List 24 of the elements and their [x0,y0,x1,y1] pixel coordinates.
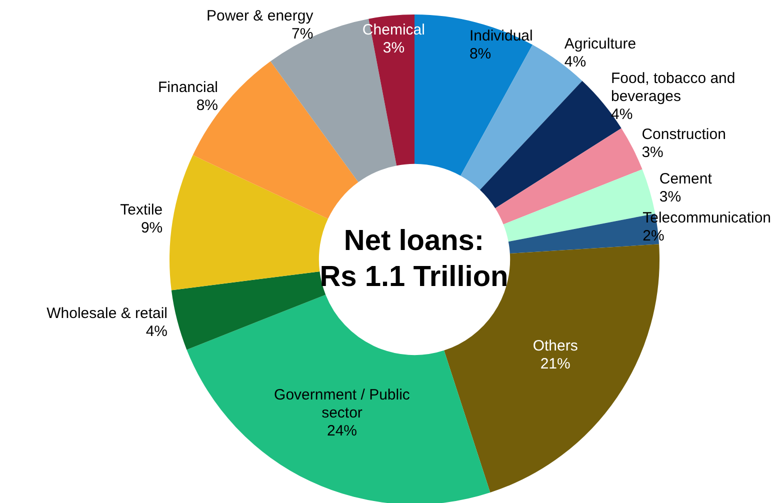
slice-label: Others [532,337,578,354]
data-label: 8% [469,46,492,63]
data-label: 9% [140,220,163,237]
data-label: 4% [610,106,633,124]
data-label: 3% [659,188,682,206]
slice-label: Food, tobacco and beverages [610,70,736,106]
slice-label: Government / Public sector [274,386,410,422]
data-label: 8% [196,97,218,114]
slice-label: Agriculture [564,35,636,52]
slice-label: Power & energy [206,8,314,25]
data-label: 24% [326,422,358,440]
data-label: 4% [564,53,586,70]
data-label: 3% [642,144,664,161]
data-label: 21% [540,355,570,372]
slice-label: Financial [158,79,218,96]
slice-label: Textile [120,202,163,219]
text: Net loans: [342,224,486,259]
data-label: 3% [382,40,405,57]
slice-label: Wholesale & retail [46,305,168,322]
slice-label: Cement [659,170,713,188]
text: Rs 1.1 Trillion [320,260,508,295]
slice-label: Construction [642,126,726,143]
data-label: 7% [292,26,314,43]
data-label: 4% [146,323,168,340]
